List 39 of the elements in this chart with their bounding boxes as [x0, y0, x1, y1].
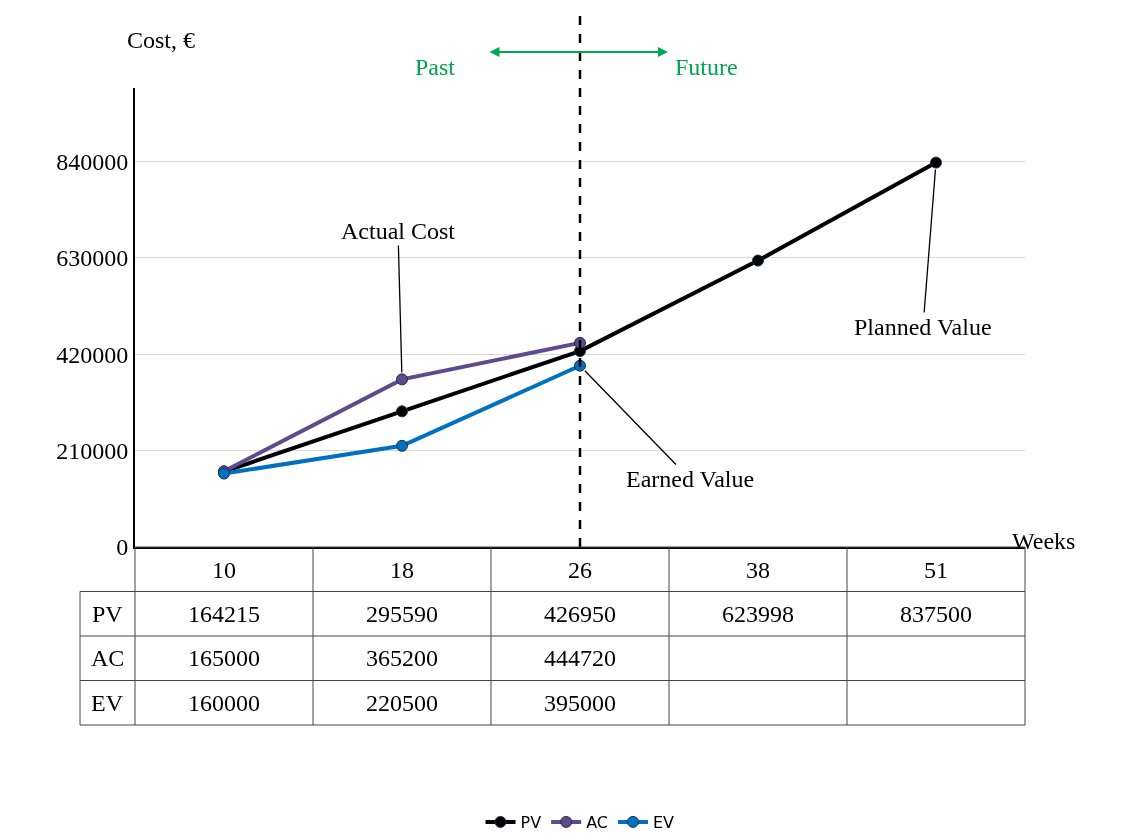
y-tick-label: 210000 [56, 438, 129, 465]
data-label: 295590 [366, 601, 438, 627]
y-axis-title: Cost, € [127, 27, 196, 53]
annotation: Planned Value [854, 314, 992, 340]
point [396, 405, 408, 418]
text: AC [91, 645, 125, 671]
annotation: Earned Value [626, 466, 755, 492]
text: EV [91, 690, 123, 716]
data-label: 444720 [544, 645, 616, 671]
legend-label: AC [586, 813, 608, 833]
text: Future [675, 54, 738, 80]
data-label: 220500 [366, 690, 438, 716]
point [396, 373, 408, 386]
annotation: Actual Cost [341, 218, 456, 244]
x-tick-label: 10 [212, 556, 236, 583]
legend-label: PV [520, 813, 542, 833]
data-label: 165000 [188, 645, 260, 671]
x-tick-label: 26 [568, 556, 592, 583]
data-label: 395000 [544, 690, 616, 716]
point [930, 156, 942, 169]
data-label: 160000 [188, 690, 260, 716]
y-tick-label: 0 [116, 534, 129, 561]
text: Past [415, 54, 456, 80]
legend-label: EV [652, 813, 675, 833]
x-tick-label: 38 [746, 556, 770, 583]
point [396, 439, 408, 452]
data-label: 164215 [188, 601, 260, 627]
data-label: 623998 [722, 601, 794, 627]
point [752, 254, 764, 267]
data-label: 365200 [366, 645, 438, 671]
x-tick-label: 18 [390, 556, 414, 583]
x-axis-title: Weeks [1012, 528, 1076, 554]
data-label: 837500 [900, 601, 972, 627]
x-tick-label: 51 [924, 556, 948, 583]
y-tick-label: 840000 [56, 148, 129, 175]
data-label: 426950 [544, 601, 616, 627]
text: PV [92, 601, 123, 627]
y-tick-label: 420000 [56, 341, 129, 368]
y-tick-label: 630000 [56, 245, 129, 272]
